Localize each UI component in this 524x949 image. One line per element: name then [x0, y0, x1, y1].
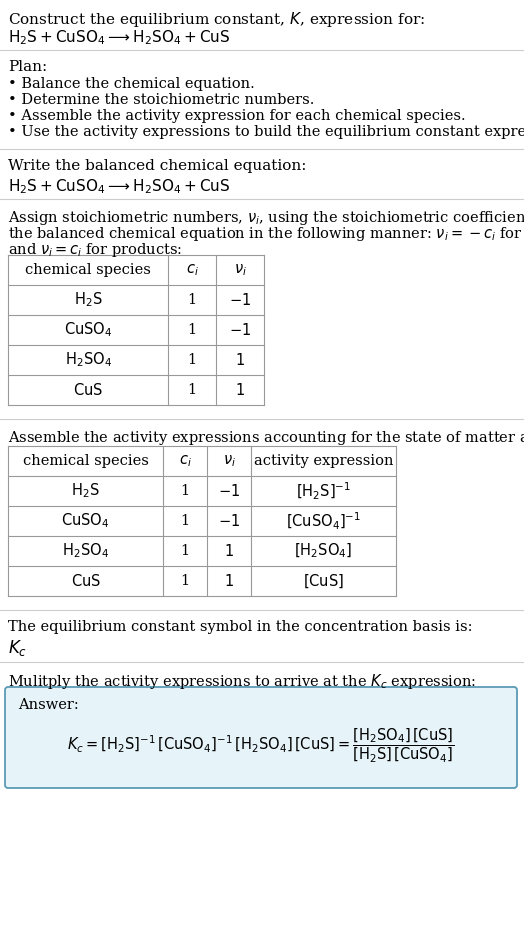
Text: $-1$: $-1$: [229, 292, 251, 308]
Text: $c_i$: $c_i$: [179, 454, 191, 469]
Text: • Assemble the activity expression for each chemical species.: • Assemble the activity expression for e…: [8, 109, 466, 123]
Text: $K_c$: $K_c$: [8, 638, 27, 658]
Text: $\nu_i$: $\nu_i$: [234, 262, 246, 278]
Text: Write the balanced chemical equation:: Write the balanced chemical equation:: [8, 159, 307, 173]
Text: $\mathrm{CuS}$: $\mathrm{CuS}$: [73, 382, 103, 398]
Text: Plan:: Plan:: [8, 60, 47, 74]
Text: • Use the activity expressions to build the equilibrium constant expression.: • Use the activity expressions to build …: [8, 125, 524, 139]
Text: $\mathrm{CuSO_4}$: $\mathrm{CuSO_4}$: [64, 321, 112, 340]
Text: Answer:: Answer:: [18, 698, 79, 712]
Text: the balanced chemical equation in the following manner: $\nu_i = -c_i$ for react: the balanced chemical equation in the fo…: [8, 225, 524, 243]
Text: Assemble the activity expressions accounting for the state of matter and $\nu_i$: Assemble the activity expressions accoun…: [8, 429, 524, 447]
Text: $c_i$: $c_i$: [185, 262, 199, 278]
Text: $\mathrm{H_2S}$: $\mathrm{H_2S}$: [71, 482, 100, 500]
Text: 1: 1: [188, 383, 196, 397]
Text: • Balance the chemical equation.: • Balance the chemical equation.: [8, 77, 255, 91]
Text: $\mathrm{H_2S + CuSO_4 \longrightarrow H_2SO_4 + CuS}$: $\mathrm{H_2S + CuSO_4 \longrightarrow H…: [8, 28, 231, 47]
Text: chemical species: chemical species: [25, 263, 151, 277]
Text: $\nu_i$: $\nu_i$: [223, 454, 235, 469]
Text: $\mathrm{H_2SO_4}$: $\mathrm{H_2SO_4}$: [64, 350, 112, 369]
Text: 1: 1: [180, 514, 190, 528]
Text: 1: 1: [180, 574, 190, 588]
Text: $1$: $1$: [235, 352, 245, 368]
Text: $\mathrm{H_2S}$: $\mathrm{H_2S}$: [74, 290, 102, 309]
Text: • Determine the stoichiometric numbers.: • Determine the stoichiometric numbers.: [8, 93, 314, 107]
Text: $\mathrm{CuS}$: $\mathrm{CuS}$: [71, 573, 101, 589]
Text: $-1$: $-1$: [218, 513, 240, 529]
Text: $-1$: $-1$: [218, 483, 240, 499]
Text: $[\mathrm{CuS}]$: $[\mathrm{CuS}]$: [303, 572, 344, 589]
Text: $\mathrm{H_2SO_4}$: $\mathrm{H_2SO_4}$: [62, 542, 109, 560]
FancyBboxPatch shape: [5, 687, 517, 788]
Text: 1: 1: [180, 484, 190, 498]
Text: $\mathrm{H_2S + CuSO_4 \longrightarrow H_2SO_4 + CuS}$: $\mathrm{H_2S + CuSO_4 \longrightarrow H…: [8, 177, 231, 195]
Text: $K_c = [\mathrm{H_2S}]^{-1}\,[\mathrm{CuSO_4}]^{-1}\,[\mathrm{H_2SO_4}]\,[\mathr: $K_c = [\mathrm{H_2S}]^{-1}\,[\mathrm{Cu…: [67, 726, 455, 764]
Text: 1: 1: [180, 544, 190, 558]
Text: Construct the equilibrium constant, $K$, expression for:: Construct the equilibrium constant, $K$,…: [8, 10, 425, 29]
Text: $[\mathrm{CuSO_4}]^{-1}$: $[\mathrm{CuSO_4}]^{-1}$: [286, 511, 361, 531]
Text: $-1$: $-1$: [229, 322, 251, 338]
Text: $1$: $1$: [235, 382, 245, 398]
Text: 1: 1: [188, 323, 196, 337]
Text: Mulitply the activity expressions to arrive at the $K_c$ expression:: Mulitply the activity expressions to arr…: [8, 672, 476, 691]
Text: $1$: $1$: [224, 543, 234, 559]
Text: $\mathrm{CuSO_4}$: $\mathrm{CuSO_4}$: [61, 512, 110, 530]
Text: 1: 1: [188, 353, 196, 367]
Text: The equilibrium constant symbol in the concentration basis is:: The equilibrium constant symbol in the c…: [8, 620, 473, 634]
Text: 1: 1: [188, 293, 196, 307]
Text: $[\mathrm{H_2S}]^{-1}$: $[\mathrm{H_2S}]^{-1}$: [296, 480, 351, 502]
Text: $1$: $1$: [224, 573, 234, 589]
Text: and $\nu_i = c_i$ for products:: and $\nu_i = c_i$ for products:: [8, 241, 182, 259]
Text: activity expression: activity expression: [254, 454, 393, 468]
Text: Assign stoichiometric numbers, $\nu_i$, using the stoichiometric coefficients, $: Assign stoichiometric numbers, $\nu_i$, …: [8, 209, 524, 227]
Text: chemical species: chemical species: [23, 454, 148, 468]
Text: $[\mathrm{H_2SO_4}]$: $[\mathrm{H_2SO_4}]$: [294, 542, 353, 560]
